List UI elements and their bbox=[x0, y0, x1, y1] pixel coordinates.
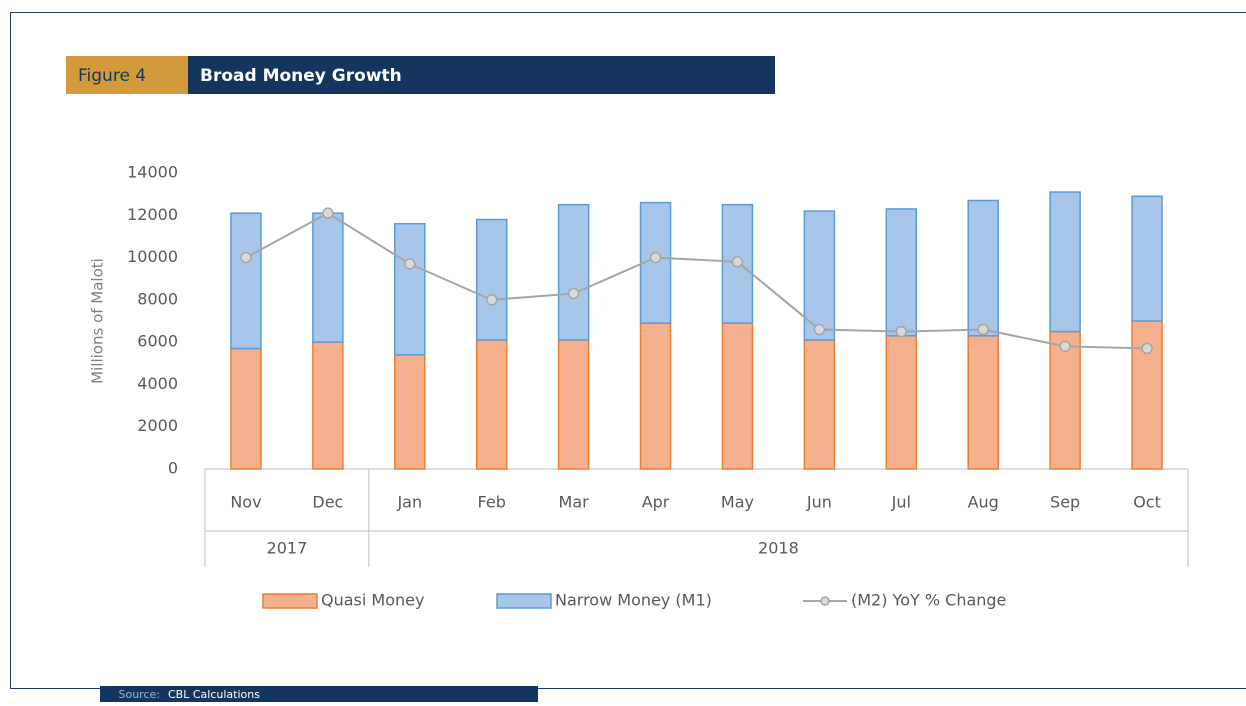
legend-swatch bbox=[821, 597, 829, 605]
line-point bbox=[732, 257, 742, 267]
bar bbox=[559, 205, 589, 340]
x-tick-label: Jan bbox=[396, 493, 422, 512]
y-tick-label: 2000 bbox=[137, 416, 178, 435]
y-tick-label: 0 bbox=[168, 459, 178, 478]
bar bbox=[395, 224, 425, 355]
bar bbox=[313, 342, 343, 469]
line-point bbox=[978, 324, 988, 334]
figure-label: Figure 4 bbox=[78, 66, 146, 86]
legend-swatch bbox=[263, 594, 317, 608]
bar bbox=[968, 200, 998, 335]
y-tick-label: 8000 bbox=[137, 289, 178, 308]
bar bbox=[886, 209, 916, 336]
legend-label: (M2) YoY % Change bbox=[851, 591, 1006, 610]
bar bbox=[968, 336, 998, 469]
line-point bbox=[814, 324, 824, 334]
bar bbox=[1050, 332, 1080, 469]
x-tick-label: Apr bbox=[642, 493, 670, 512]
bar bbox=[231, 348, 261, 469]
x-tick-label: Mar bbox=[559, 493, 590, 512]
group-label: 2017 bbox=[267, 539, 308, 558]
x-tick-label: Aug bbox=[968, 493, 999, 512]
x-tick-label: Jul bbox=[891, 493, 911, 512]
bar bbox=[1132, 196, 1162, 321]
y-tick-label: 6000 bbox=[137, 332, 178, 351]
line bbox=[246, 213, 1147, 348]
line-point bbox=[405, 259, 415, 269]
bar bbox=[722, 323, 752, 469]
x-tick-label: Nov bbox=[230, 493, 261, 512]
y-tick-label: 12000 bbox=[127, 205, 178, 224]
y-axis-label: Millions of Maloti bbox=[89, 258, 107, 384]
bar bbox=[886, 336, 916, 469]
bar bbox=[804, 340, 834, 469]
bar bbox=[559, 340, 589, 469]
line-point bbox=[487, 295, 497, 305]
bar bbox=[231, 213, 261, 348]
source-label: Source: bbox=[119, 688, 161, 701]
line-point bbox=[569, 289, 579, 299]
source-bar bbox=[100, 686, 538, 702]
source-text: CBL Calculations bbox=[168, 688, 260, 701]
x-tick-label: Oct bbox=[1133, 493, 1161, 512]
line-point bbox=[241, 253, 251, 263]
line-point bbox=[323, 208, 333, 218]
y-tick-label: 14000 bbox=[127, 163, 178, 182]
bar bbox=[395, 355, 425, 469]
chart-title: Broad Money Growth bbox=[200, 66, 402, 86]
bar bbox=[1050, 192, 1080, 332]
group-label: 2018 bbox=[758, 539, 799, 558]
legend-swatch bbox=[497, 594, 551, 608]
bar bbox=[313, 213, 343, 342]
y-tick-label: 4000 bbox=[137, 374, 178, 393]
line-point bbox=[896, 327, 906, 337]
x-tick-label: May bbox=[721, 493, 754, 512]
bar bbox=[641, 323, 671, 469]
line-point bbox=[1142, 343, 1152, 353]
line-point bbox=[651, 253, 661, 263]
x-tick-label: Dec bbox=[312, 493, 343, 512]
legend-label: Quasi Money bbox=[321, 591, 424, 610]
x-tick-label: Sep bbox=[1050, 493, 1080, 512]
x-tick-label: Feb bbox=[478, 493, 506, 512]
line-point bbox=[1060, 341, 1070, 351]
x-tick-label: Jun bbox=[806, 493, 832, 512]
y-tick-label: 10000 bbox=[127, 247, 178, 266]
legend-label: Narrow Money (M1) bbox=[555, 591, 712, 610]
bar bbox=[477, 220, 507, 341]
bar bbox=[477, 340, 507, 469]
